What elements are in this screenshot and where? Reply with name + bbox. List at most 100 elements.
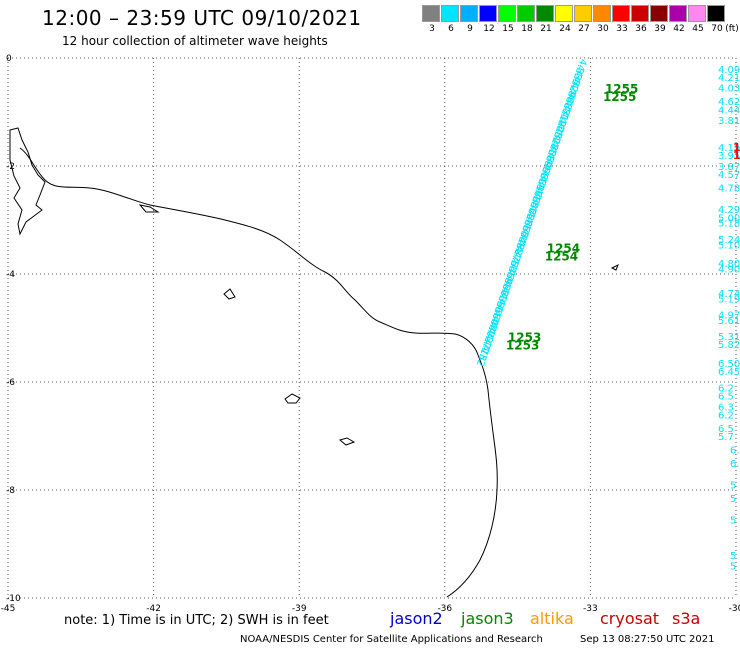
edge-swh-value: 4.80: [718, 259, 740, 270]
y-tick-label: -10: [6, 594, 21, 604]
scale-swatch: [612, 5, 630, 22]
island-e: [138, 204, 160, 213]
scale-label: 70: [711, 24, 723, 34]
scale-swatch: [498, 5, 516, 22]
scale-swatch: [574, 5, 592, 22]
scale-swatch: [517, 5, 535, 22]
scale-label: 33: [616, 24, 628, 34]
scale-swatch: [460, 5, 478, 22]
edge-swh-value: 4.90: [718, 265, 740, 276]
island-d: [610, 263, 619, 271]
mission-label-jason3: jason3: [461, 609, 514, 628]
northern-coast-fragment: [9, 127, 46, 236]
scale-label: 42: [673, 24, 685, 34]
edge-swh-value: 6.: [730, 459, 740, 470]
edge-swh-value: 4.03: [718, 84, 740, 95]
edge-swh-value: 3.87: [718, 162, 740, 173]
edge-swh-value: 6.45: [718, 367, 740, 378]
scale-swatch: [631, 5, 649, 22]
mission-label-cryosat: cryosat: [600, 609, 660, 628]
edge-swh-value: 6.2: [718, 410, 734, 421]
y-tick-label: -6: [6, 378, 15, 388]
scale-swatch: [479, 5, 497, 22]
edge-swh-value: 5: [730, 481, 736, 492]
edge-swh-value: 4.57: [718, 170, 740, 181]
mission-label-jason2: jason2: [390, 609, 443, 628]
edge-swh-value: 4.09: [718, 65, 740, 76]
scale-label: 6: [448, 24, 454, 34]
x-tick-label: -42: [146, 604, 161, 614]
pass-time-label: 1253: [506, 339, 539, 353]
swh-value: 4.52: [474, 343, 492, 368]
edge-time-label: 1: [733, 141, 740, 154]
edge-swh-value: 5.10: [718, 240, 740, 251]
edge-swh-value: 5.7: [718, 432, 734, 443]
edge-swh-value: 5: [730, 562, 736, 573]
edge-swh-value: 6.5: [718, 392, 734, 403]
scale-swatch: [441, 5, 459, 22]
y-tick-label: -4: [6, 270, 15, 280]
edge-swh-value: 5.18: [718, 219, 740, 230]
y-tick-label: -8: [6, 486, 15, 496]
edge-swh-value: 6.: [730, 446, 740, 457]
island-b: [284, 393, 301, 404]
x-tick-label: -39: [292, 604, 307, 614]
edge-swh-value: 5: [730, 516, 736, 527]
scale-swatch: [669, 5, 687, 22]
scale-swatch: [707, 5, 725, 22]
scale-swatch: [422, 5, 440, 22]
scale-label: 39: [654, 24, 666, 34]
edge-swh-value: 4.21: [718, 73, 740, 84]
edge-swh-value: 4.62: [718, 97, 740, 108]
island-c: [338, 437, 356, 446]
edge-swh-value: 6.3: [718, 402, 734, 413]
edge-swh-value: 6.2: [718, 383, 734, 394]
brazil-coastline: [19, 147, 498, 598]
edge-swh-value: 5.00: [718, 213, 740, 224]
edge-swh-value: 5.31: [718, 332, 740, 343]
edge-swh-value: 4.74: [718, 289, 740, 300]
edge-swh-value: 6.5: [718, 424, 734, 435]
y-tick-label: -2: [6, 162, 15, 172]
scale-label: 27: [578, 24, 590, 34]
credit-line: NOAA/NESDIS Center for Satellite Applica…: [240, 634, 543, 645]
scale-swatch: [650, 5, 668, 22]
edge-swh-value: 4.29: [718, 205, 740, 216]
edge-swh-value: 3.95: [718, 151, 740, 162]
scale-swatch: [555, 5, 573, 22]
x-tick-label: -36: [437, 604, 452, 614]
edge-swh-value: 5.61: [718, 316, 740, 327]
edge-swh-value: 5.24: [718, 235, 740, 246]
footnote: note: 1) Time is in UTC; 2) SWH is in fe…: [64, 613, 329, 628]
generation-timestamp: Sep 13 08:27:50 UTC 2021: [580, 634, 715, 645]
edge-swh-value: 4.44: [718, 105, 740, 116]
scale-swatch: [688, 5, 706, 22]
x-tick-label: -33: [583, 604, 598, 614]
edge-swh-value: 3.81: [718, 116, 740, 127]
pass-time-label: 1254: [547, 241, 580, 255]
mission-label-s3a: s3a: [672, 609, 701, 628]
map-subtitle: 12 hour collection of altimeter wave hei…: [62, 34, 328, 48]
x-tick-label: -45: [1, 604, 16, 614]
edge-swh-value: 6.50: [718, 359, 740, 370]
scale-label: 21: [540, 24, 552, 34]
scale-label: 30: [597, 24, 609, 34]
edge-swh-value: 5.19: [718, 294, 740, 305]
scale-label: 9: [467, 24, 473, 34]
edge-swh-value: 5: [730, 551, 736, 562]
scale-label: 15: [502, 24, 514, 34]
scale-label: 12: [483, 24, 495, 34]
edge-swh-value: 5.82: [718, 340, 740, 351]
pass-time-label: 1255: [603, 90, 636, 104]
pass-time-label: 1254: [545, 249, 578, 263]
edge-swh-value: 4.78: [718, 184, 740, 195]
map-title: 12:00 – 23:59 UTC 09/10/2021: [42, 6, 362, 30]
pass-time-label: 1255: [605, 82, 638, 96]
edge-time-label: 1: [733, 149, 740, 162]
scale-swatch: [536, 5, 554, 22]
scale-label: 24: [559, 24, 571, 34]
coastline: [9, 127, 619, 598]
scale-label: 3: [429, 24, 435, 34]
x-tick-label: -30: [729, 604, 740, 614]
